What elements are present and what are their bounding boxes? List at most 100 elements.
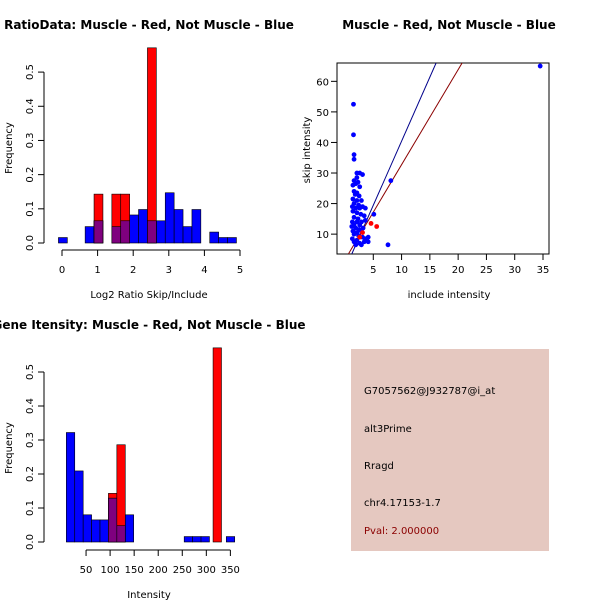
- ratio-histogram: RatioData: Muscle - Red, Not Muscle - Bl…: [4, 18, 294, 301]
- y-axis: 10 20 30 40 50 60: [316, 77, 337, 241]
- chart-title: Muscle - Red, Not Muscle - Blue: [342, 18, 556, 32]
- blue-point: [388, 178, 394, 184]
- x-tick-label: 250: [173, 565, 192, 576]
- blue-point: [359, 198, 364, 203]
- x-tick-label: 100: [101, 565, 120, 576]
- y-tick-label: 0.5: [25, 364, 36, 380]
- x-axis: 0 1 2 3 4 5: [59, 249, 243, 276]
- probe-id: G7057562@J932787@i_at: [364, 386, 496, 397]
- blue-bar: [225, 536, 236, 543]
- blue-point: [357, 222, 363, 228]
- bars: [66, 347, 236, 543]
- x-axis-label: include intensity: [408, 290, 491, 301]
- y-axis: 0.0 0.1 0.2 0.3 0.4 0.5: [25, 64, 45, 251]
- blue-bar: [156, 220, 166, 244]
- blue-point: [360, 172, 365, 177]
- x-tick-label: 150: [125, 565, 144, 576]
- y-axis-label: skip intensity: [302, 117, 313, 184]
- y-tick-label: 0.0: [25, 534, 36, 550]
- blue-bar: [183, 536, 193, 543]
- blue-point: [354, 175, 360, 181]
- blue-point: [351, 214, 357, 220]
- y-tick-label: 0.1: [25, 201, 36, 217]
- x-axis: 50 100 150 200 250 300 350: [80, 549, 240, 576]
- blue-point: [371, 211, 377, 217]
- blue-point: [350, 196, 356, 202]
- red-bar: [212, 347, 222, 543]
- blue-bar: [66, 432, 76, 543]
- overlap-bar: [120, 220, 130, 244]
- blue-bar: [58, 237, 68, 244]
- y-tick-label: 0.3: [25, 432, 36, 448]
- blue-bar: [173, 209, 184, 244]
- blue-point: [365, 239, 371, 245]
- y-tick-label: 10: [316, 230, 329, 241]
- blue-bar: [82, 514, 92, 543]
- info-panel: G7057562@J932787@i_at alt3Prime Rragd ch…: [351, 349, 549, 551]
- x-tick-label: 25: [480, 265, 493, 276]
- x-tick-label: 5: [370, 265, 376, 276]
- red-point: [357, 234, 363, 240]
- y-tick-label: 60: [316, 77, 329, 88]
- x-tick-label: 30: [508, 265, 521, 276]
- genomic-location: chr4.17153-1.7: [364, 498, 441, 509]
- blue-point: [354, 210, 360, 216]
- blue-point: [353, 181, 359, 187]
- blue-bar: [138, 209, 148, 244]
- y-tick-label: 0.4: [25, 398, 36, 414]
- x-tick-label: 20: [452, 265, 465, 276]
- blue-point: [352, 192, 358, 197]
- x-tick-label: 4: [201, 265, 207, 276]
- x-tick-label: 0: [59, 265, 65, 276]
- p-value: Pval: 2.000000: [364, 526, 440, 537]
- blue-point: [350, 208, 356, 214]
- blue-point: [359, 242, 364, 248]
- red-point: [374, 224, 380, 229]
- x-tick-label: 200: [149, 565, 168, 576]
- reference-lines: [347, 63, 463, 254]
- red-point: [360, 230, 365, 236]
- blue-bar: [227, 237, 237, 244]
- blue-point: [361, 213, 367, 219]
- blue-point: [385, 242, 391, 248]
- y-tick-label: 0.3: [25, 133, 36, 149]
- blue-point: [537, 63, 543, 69]
- x-tick-label: 3: [166, 265, 172, 276]
- red-point: [368, 221, 374, 226]
- intensity-histogram: Gene Itensity: Muscle - Red, Not Muscle …: [0, 318, 306, 600]
- y-tick-label: 0.2: [25, 167, 36, 183]
- event-type: alt3Prime: [364, 424, 412, 435]
- blue-bar: [218, 237, 228, 244]
- chart-title: Gene Itensity: Muscle - Red, Not Muscle …: [0, 318, 306, 332]
- blue-bar: [182, 226, 193, 244]
- x-axis-label: Log2 Ratio Skip/Include: [90, 290, 207, 301]
- blue-point: [351, 156, 357, 162]
- blue-point: [356, 193, 362, 199]
- overlap-bar: [111, 226, 122, 244]
- y-tick-label: 0.4: [25, 98, 36, 114]
- x-tick-label: 10: [395, 265, 408, 276]
- blue-bar: [200, 536, 210, 543]
- points: [349, 63, 543, 248]
- y-tick-label: 20: [316, 200, 329, 211]
- x-axis-label: Intensity: [127, 590, 171, 600]
- x-tick-label: 300: [197, 565, 216, 576]
- chart-title: RatioData: Muscle - Red, Not Muscle - Bl…: [4, 18, 294, 32]
- blue-point: [362, 205, 368, 211]
- blue-point: [351, 231, 357, 237]
- blue-point: [365, 234, 371, 240]
- x-tick-label: 15: [423, 265, 436, 276]
- blue-line: [351, 63, 437, 254]
- blue-bar: [74, 470, 84, 543]
- x-tick-label: 50: [80, 565, 93, 576]
- gene-name: Rragd: [364, 461, 394, 472]
- blue-point: [354, 198, 360, 203]
- plot-frame: [336, 62, 550, 255]
- x-axis: 5 10 15 20 25 30 35: [370, 253, 550, 276]
- y-tick-label: 0.5: [25, 64, 36, 80]
- x-tick-label: 2: [130, 265, 136, 276]
- x-tick-label: 35: [537, 265, 550, 276]
- overlap-bar: [108, 497, 118, 543]
- blue-bar: [191, 209, 202, 244]
